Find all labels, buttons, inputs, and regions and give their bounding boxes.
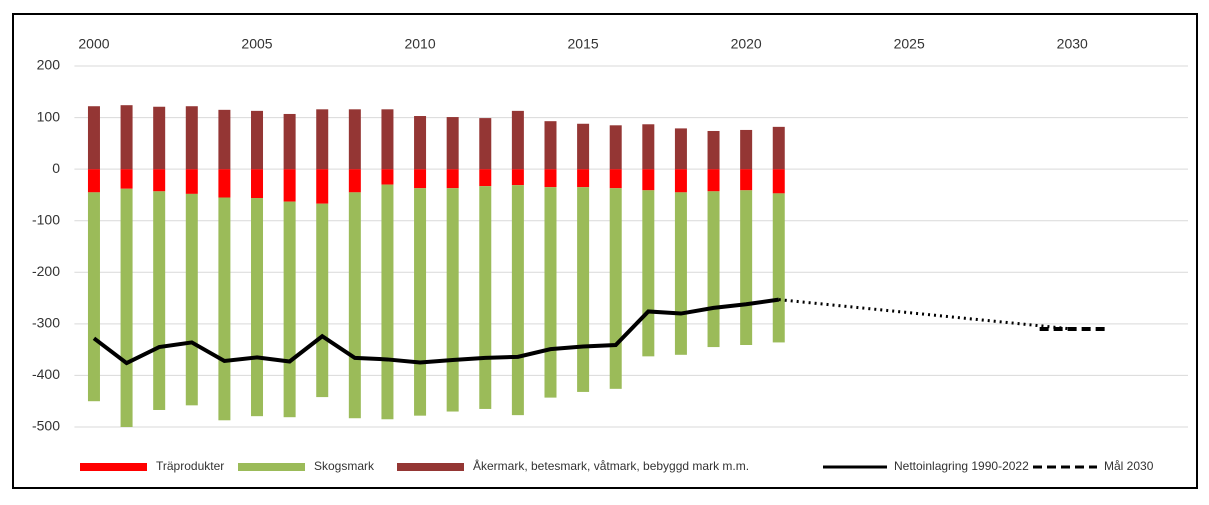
bar-segment bbox=[479, 169, 492, 187]
bar-segment bbox=[609, 188, 622, 389]
x-tick-label: 2000 bbox=[78, 36, 109, 52]
bar-segment bbox=[609, 125, 622, 170]
bar-segment bbox=[348, 109, 361, 170]
bar-segment bbox=[544, 187, 557, 398]
bar-segment bbox=[446, 169, 459, 189]
bar-segment bbox=[577, 187, 590, 392]
bar-segment bbox=[674, 192, 687, 355]
bar-segment bbox=[381, 184, 394, 420]
bar-segment bbox=[153, 106, 166, 170]
bar-segment bbox=[153, 191, 166, 410]
bar-segment bbox=[120, 188, 133, 427]
bar-segment bbox=[707, 169, 720, 192]
x-tick-label: 2010 bbox=[404, 36, 435, 52]
bar-segment bbox=[316, 109, 329, 170]
bar-segment bbox=[414, 188, 427, 416]
y-tick-label: 200 bbox=[37, 57, 61, 73]
bar-segment bbox=[381, 169, 394, 185]
bar-segment bbox=[479, 118, 492, 170]
bar-segment bbox=[772, 169, 785, 194]
bar-segment bbox=[414, 116, 427, 170]
legend-label: Träprodukter bbox=[156, 459, 224, 473]
legend-swatch bbox=[397, 463, 464, 471]
bar-segment bbox=[772, 126, 785, 170]
y-tick-label: -100 bbox=[32, 211, 60, 227]
bar-segment bbox=[740, 169, 753, 191]
bar-segment bbox=[316, 169, 329, 204]
bar-segment bbox=[544, 169, 557, 188]
legend-label: Skogsmark bbox=[314, 459, 375, 473]
bar-segment bbox=[185, 193, 198, 406]
y-tick-label: -300 bbox=[32, 315, 60, 331]
bar-segment bbox=[251, 169, 264, 199]
bar-segment bbox=[642, 190, 655, 357]
y-tick-label: 100 bbox=[37, 108, 61, 124]
bar-segment bbox=[251, 110, 264, 170]
y-tick-label: 0 bbox=[52, 160, 60, 176]
legend-label: Nettoinlagring 1990-2022 bbox=[894, 459, 1029, 473]
bar-segment bbox=[674, 169, 687, 193]
bar-segment bbox=[348, 169, 361, 193]
bar-segment bbox=[283, 169, 296, 202]
line-series bbox=[778, 298, 1073, 331]
line-series bbox=[92, 297, 780, 366]
legend-label: Mål 2030 bbox=[1104, 459, 1154, 473]
bar-segment bbox=[642, 124, 655, 170]
legend-swatch bbox=[238, 463, 305, 471]
bar-segment bbox=[674, 128, 687, 170]
bar-segment bbox=[577, 123, 590, 170]
bar-segment bbox=[740, 190, 753, 346]
y-tick-label: -400 bbox=[32, 366, 60, 382]
x-tick-label: 2005 bbox=[241, 36, 272, 52]
x-tick-label: 2025 bbox=[894, 36, 925, 52]
x-tick-label: 2030 bbox=[1057, 36, 1088, 52]
bar-segment bbox=[348, 192, 361, 419]
y-tick-label: -500 bbox=[32, 418, 60, 434]
bar-segment bbox=[381, 109, 394, 170]
bar-segment bbox=[153, 169, 166, 192]
bar-segment bbox=[446, 188, 459, 412]
bar-segment bbox=[87, 169, 100, 193]
bar-segment bbox=[185, 169, 198, 194]
bar-segment bbox=[283, 201, 296, 418]
bar-segment bbox=[544, 121, 557, 170]
bar-segment bbox=[707, 191, 720, 348]
legend-swatch bbox=[80, 463, 147, 471]
bar-segment bbox=[87, 106, 100, 170]
legend-label: Åkermark, betesmark, våtmark, bebyggd ma… bbox=[473, 458, 749, 473]
bar-segment bbox=[414, 169, 427, 189]
bar-segment bbox=[87, 192, 100, 402]
bar-segment bbox=[511, 110, 524, 170]
bar-segment bbox=[511, 169, 524, 186]
bar-segment bbox=[642, 169, 655, 191]
bar-segment bbox=[740, 129, 753, 170]
bar-segment bbox=[479, 186, 492, 409]
x-tick-label: 2020 bbox=[731, 36, 762, 52]
x-tick-label: 2015 bbox=[568, 36, 599, 52]
bar-segment bbox=[283, 113, 296, 170]
y-tick-label: -200 bbox=[32, 263, 60, 279]
bar-segment bbox=[218, 197, 231, 421]
bar-segment bbox=[316, 203, 329, 398]
bar-segment bbox=[218, 169, 231, 198]
bar-segment bbox=[772, 193, 785, 343]
bar-segment bbox=[707, 130, 720, 170]
bar-segment bbox=[218, 109, 231, 170]
bar-segment bbox=[120, 169, 133, 189]
bar-segment bbox=[577, 169, 590, 188]
bar-segment bbox=[511, 185, 524, 416]
bar-segment bbox=[446, 117, 459, 170]
bar-segment bbox=[251, 198, 264, 417]
bar-segment bbox=[120, 105, 133, 170]
bar-segment bbox=[609, 169, 622, 189]
bar-segment bbox=[185, 106, 198, 170]
chart-frame bbox=[12, 13, 1198, 489]
